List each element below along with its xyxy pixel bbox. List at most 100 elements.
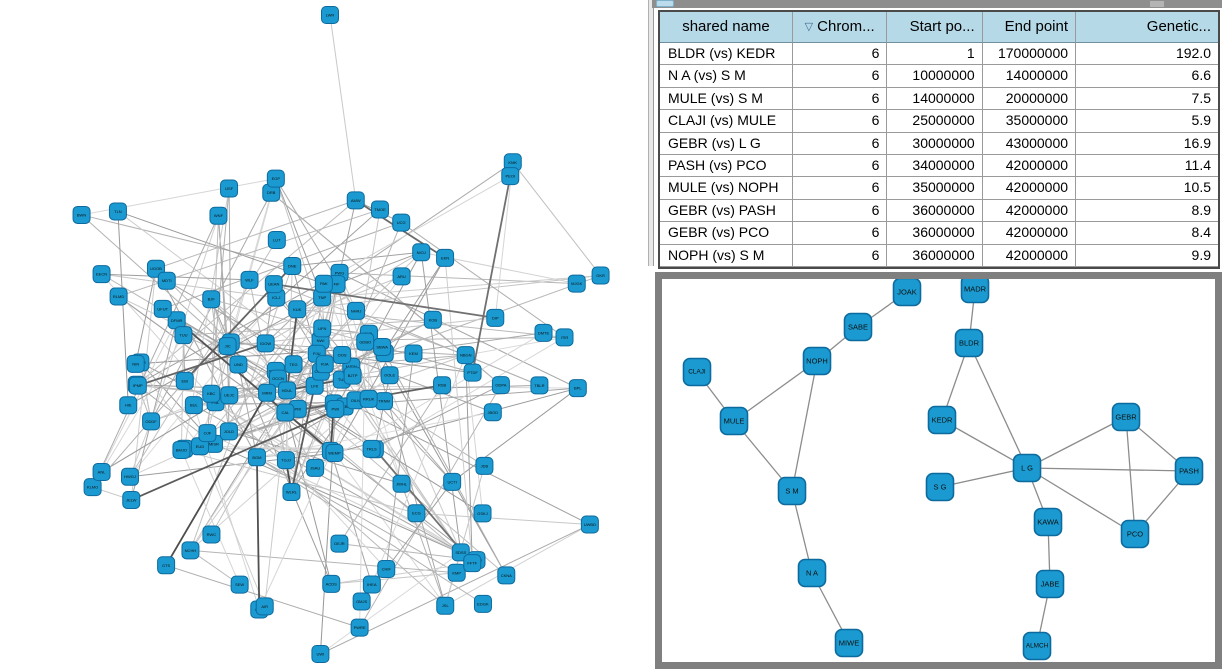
node-shape[interactable] <box>501 167 520 186</box>
network-edge[interactable] <box>733 360 818 422</box>
node-shape[interactable] <box>315 355 334 374</box>
node-shape[interactable] <box>497 566 516 585</box>
network-node[interactable]: TBLR <box>530 376 549 395</box>
node-shape[interactable] <box>719 406 749 436</box>
table-cell[interactable]: N A (vs) S M <box>660 65 794 88</box>
table-cell[interactable]: 14000000 <box>982 65 1077 88</box>
table-cell[interactable]: 9.9 <box>1076 245 1218 267</box>
node-shape[interactable] <box>843 312 873 342</box>
table-cell[interactable]: 16.9 <box>1076 133 1218 155</box>
node-shape[interactable] <box>119 396 138 415</box>
network-node[interactable]: BUL <box>184 396 203 415</box>
node-shape[interactable] <box>314 274 333 293</box>
node-shape[interactable] <box>184 396 203 415</box>
network-node[interactable]: IJSF <box>220 179 239 198</box>
node-shape[interactable] <box>220 386 239 405</box>
node-shape[interactable] <box>181 541 200 560</box>
network-node[interactable]: UFN <box>313 319 332 338</box>
network-node[interactable]: EGP <box>266 169 285 188</box>
network-node[interactable]: NCHH <box>181 541 200 560</box>
table-cell[interactable]: PASH (vs) PCO <box>660 154 794 178</box>
node-shape[interactable] <box>219 422 238 441</box>
table-cell[interactable]: 8.4 <box>1076 222 1218 245</box>
network-node[interactable]: WLRL <box>282 482 301 501</box>
table-row[interactable]: MULE (vs) S M 6 14000000 20000000 7.5 <box>660 87 1218 111</box>
network-node[interactable]: PAK <box>314 274 333 293</box>
network-node[interactable]: WEMP <box>325 444 344 463</box>
table-cell[interactable]: 6 <box>793 222 888 245</box>
network-edge[interactable] <box>1026 467 1190 472</box>
table-cell[interactable]: 43000000 <box>982 132 1077 155</box>
network-node[interactable]: MADR <box>960 279 990 304</box>
table-row[interactable]: PASH (vs) PCO 6 34000000 42000000 11.4 <box>660 154 1218 178</box>
network-node[interactable]: PCO <box>1120 519 1150 549</box>
table-cell[interactable]: 35000000 <box>982 110 1077 133</box>
network-node[interactable]: NBGN <box>456 346 475 365</box>
network-node[interactable]: UWBD <box>580 515 599 534</box>
table-cell[interactable]: 192.0 <box>1076 43 1218 66</box>
node-shape[interactable] <box>925 472 955 502</box>
node-shape[interactable] <box>247 448 266 467</box>
network-node[interactable]: LWR <box>321 6 339 24</box>
node-shape[interactable] <box>491 376 510 395</box>
table-scrollbar-strip[interactable] <box>652 0 1222 8</box>
network-node[interactable]: JELW <box>122 490 141 509</box>
node-shape[interactable] <box>682 357 712 387</box>
node-shape[interactable] <box>321 6 339 24</box>
node-shape[interactable] <box>433 376 452 395</box>
node-shape[interactable] <box>1120 519 1150 549</box>
table-row[interactable]: GEBR (vs) L G 6 30000000 43000000 16.9 <box>660 132 1218 155</box>
node-shape[interactable] <box>142 412 161 431</box>
filtered-network-canvas[interactable]: JOAK MADR SABE BLDR NOPH CLAJI GEBR MULE KEDR L G… <box>662 279 1215 662</box>
network-node[interactable]: GEBR <box>1111 402 1141 432</box>
node-shape[interactable] <box>463 554 482 573</box>
table-cell[interactable]: 8.9 <box>1076 200 1218 223</box>
table-cell[interactable]: 6 <box>793 154 888 178</box>
table-row[interactable]: BLDR (vs) KEDR 6 1 170000000 192.0 <box>660 43 1218 66</box>
table-cell[interactable]: 36000000 <box>887 222 983 245</box>
node-shape[interactable] <box>92 463 111 482</box>
scrollbar-thumb[interactable] <box>656 0 674 7</box>
network-node[interactable]: IHEA <box>362 575 381 594</box>
network-node[interactable]: ITIR <box>555 328 574 347</box>
node-shape[interactable] <box>276 403 295 422</box>
node-shape[interactable] <box>802 346 832 376</box>
node-shape[interactable] <box>370 200 389 219</box>
table-cell[interactable]: 7.5 <box>1076 88 1218 111</box>
network-node[interactable]: OOS <box>333 345 352 364</box>
node-shape[interactable] <box>322 574 341 593</box>
table-cell[interactable]: BLDR (vs) KEDR <box>660 43 794 66</box>
network-node[interactable]: TUU <box>174 326 193 345</box>
network-node[interactable]: JSL <box>436 596 455 615</box>
node-shape[interactable] <box>456 346 475 365</box>
network-node[interactable]: EBI <box>175 371 194 390</box>
network-node[interactable]: DNE <box>283 256 302 275</box>
table-row[interactable]: N A (vs) S M 6 10000000 14000000 6.6 <box>660 65 1218 88</box>
network-node[interactable]: MJGK <box>567 274 586 293</box>
table-cell[interactable]: GEBR (vs) PCO <box>660 222 794 245</box>
table-cell[interactable]: 6 <box>793 244 888 267</box>
node-shape[interactable] <box>404 344 423 363</box>
network-node[interactable]: LUT <box>267 231 286 250</box>
network-node[interactable]: TGJJ <box>276 451 295 470</box>
network-node[interactable]: UFUT <box>153 299 172 318</box>
node-shape[interactable] <box>436 596 455 615</box>
network-node[interactable]: WLF <box>240 270 259 289</box>
network-node[interactable]: S G <box>925 472 955 502</box>
node-shape[interactable] <box>486 308 505 327</box>
node-shape[interactable] <box>1111 402 1141 432</box>
table-cell[interactable]: MULE (vs) NOPH <box>660 177 794 200</box>
table-row[interactable]: GEBR (vs) PCO 6 36000000 42000000 8.4 <box>660 222 1218 245</box>
network-node[interactable]: BPL <box>568 379 587 398</box>
node-shape[interactable] <box>120 467 139 486</box>
node-shape[interactable] <box>128 376 147 395</box>
table-cell[interactable]: 6 <box>793 199 888 223</box>
network-node[interactable]: RLMD <box>109 287 128 306</box>
network-node[interactable]: EDGK <box>473 594 492 613</box>
node-shape[interactable] <box>473 504 492 523</box>
table-cell[interactable]: 42000000 <box>982 177 1077 200</box>
node-shape[interactable] <box>313 319 332 338</box>
node-shape[interactable] <box>157 271 176 290</box>
network-node[interactable]: TLN <box>108 202 127 221</box>
network-node[interactable]: MRM <box>258 383 277 402</box>
